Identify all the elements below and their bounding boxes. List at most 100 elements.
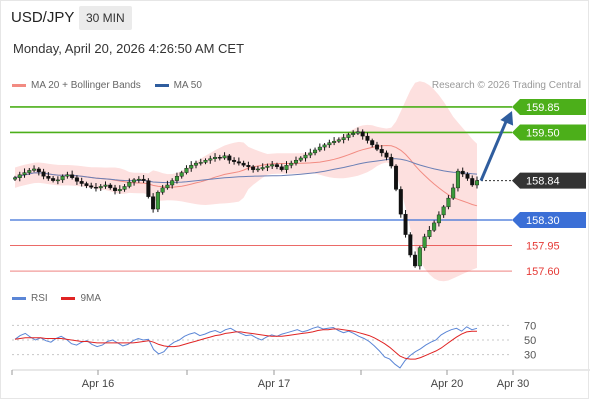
candle-body: [165, 184, 170, 189]
legend-swatch-ma50: [154, 83, 169, 87]
candle-body: [113, 187, 118, 192]
legend-item-rsi: RSI: [12, 293, 48, 304]
candle-body: [141, 178, 146, 181]
candle-body: [117, 189, 122, 192]
candle-body: [236, 161, 241, 164]
forecast-arrow-shaft: [479, 116, 510, 182]
candle-body: [127, 181, 132, 187]
candle-body: [432, 222, 437, 231]
research-credit: Research © 2026 Trading Central: [431, 80, 581, 91]
candle-body: [384, 152, 389, 158]
candle-body: [208, 158, 213, 161]
candle-body: [294, 159, 299, 164]
ma50-line: [14, 158, 478, 184]
x-tick-label: Apr 17: [258, 378, 290, 390]
legend-label-ma50: MA 50: [173, 80, 202, 91]
candle-body: [351, 132, 356, 135]
candle-body: [460, 170, 465, 175]
level-tag-support: [512, 212, 586, 228]
legend-item-ma20-bollinger: MA 20 + Bollinger Bands: [12, 80, 141, 91]
candle-body: [227, 155, 232, 161]
candle-body: [155, 192, 160, 210]
timeframe-button[interactable]: 30 MIN: [79, 6, 132, 30]
x-axis: Apr 16 Apr 17 Apr 20 Apr 30: [11, 369, 590, 390]
candle-body: [260, 167, 265, 170]
level-labels: 159.85 159.50 158.30 157.95 157.60 158.84: [512, 98, 586, 278]
legend-label-rsi: RSI: [31, 293, 48, 304]
candle-body: [198, 162, 203, 164]
candle-body: [370, 140, 375, 146]
level-label-resistance: 159.50: [526, 127, 560, 139]
legend-label-ma20: MA 20 + Bollinger Bands: [31, 80, 141, 91]
x-tick-label: Apr 20: [431, 378, 463, 390]
candle-body: [427, 230, 432, 237]
candle-body: [103, 184, 108, 187]
rsi-tick-label: 50: [524, 335, 536, 347]
forecast-arrow-layer: [479, 110, 514, 182]
candle-body: [122, 186, 127, 190]
candle-body: [313, 149, 318, 154]
candle-body: [151, 196, 156, 210]
candle-body: [332, 141, 337, 143]
rsi-legend: RSI 9MA: [12, 293, 101, 305]
level-label-support: 157.60: [526, 266, 560, 278]
candle-body: [98, 186, 103, 189]
candle-body: [132, 179, 137, 183]
level-tag-resistance: [512, 124, 586, 141]
candle-body: [265, 165, 270, 168]
candle-body: [403, 213, 408, 235]
candle-body: [446, 197, 451, 208]
candle-body: [60, 176, 65, 181]
candle-body: [27, 170, 32, 173]
candle-body: [451, 187, 456, 199]
candle-body: [74, 177, 79, 182]
candle-body: [455, 170, 460, 189]
candle-body: [441, 206, 446, 216]
legend-item-ma50: MA 50: [154, 80, 202, 91]
legend-swatch-ma20: [12, 83, 26, 87]
candle-body: [413, 254, 418, 267]
candle-body: [170, 180, 175, 186]
candles-layer: [12, 127, 480, 270]
candle-body: [136, 178, 141, 181]
rsi-tick-label: 30: [524, 350, 536, 362]
price-legend: MA 20 + Bollinger Bands MA 50: [12, 80, 202, 92]
candle-body: [70, 174, 75, 178]
legend-swatch-rsi: [12, 296, 26, 300]
candle-body: [360, 131, 365, 137]
candle-body: [189, 165, 194, 169]
current-price-tag: [512, 172, 586, 189]
current-price-label: 158.84: [526, 176, 560, 188]
candle-body: [298, 157, 303, 161]
candle-body: [203, 159, 208, 163]
candle-body: [160, 187, 165, 193]
candle-body: [89, 185, 94, 188]
candle-body: [174, 176, 179, 181]
candle-body: [279, 166, 284, 170]
level-tag-resistance: [512, 98, 586, 115]
candle-body: [41, 171, 46, 177]
candle-body: [84, 183, 89, 186]
candle-body: [146, 180, 151, 197]
bollinger-band: [15, 81, 477, 282]
forecast-arrow-head: [500, 110, 514, 126]
candle-body: [22, 172, 27, 175]
candle-body: [213, 157, 218, 159]
candle-body: [436, 214, 441, 224]
candle-body: [179, 172, 184, 177]
candle-body: [374, 144, 379, 150]
candle-body: [241, 162, 246, 166]
timestamp: Monday, April 20, 2026 4:26:50 AM CET: [13, 41, 245, 56]
candle-body: [394, 165, 399, 190]
candle-body: [322, 144, 327, 148]
candle-body: [65, 174, 70, 177]
candle-body: [341, 137, 346, 140]
candle-body: [217, 157, 222, 159]
candle-body: [274, 164, 279, 167]
candle-body: [17, 174, 22, 178]
candle-body: [470, 178, 475, 186]
candle-body: [270, 164, 275, 167]
candle-body: [327, 142, 332, 146]
level-label-support: 158.30: [526, 215, 560, 227]
